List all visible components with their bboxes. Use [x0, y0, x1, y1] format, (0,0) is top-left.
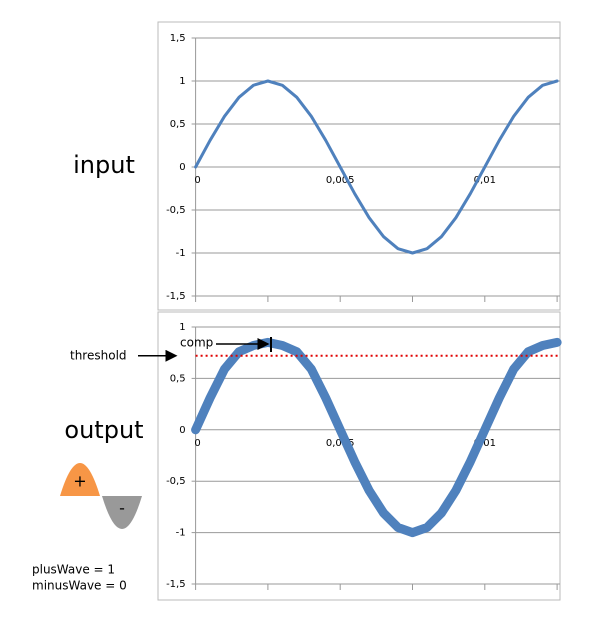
- y-tick-label: 0,5: [170, 373, 186, 384]
- x-tick-label: 0,005: [326, 175, 355, 186]
- data-line: [191, 337, 562, 538]
- minus-sign: -: [119, 499, 125, 518]
- comp-label: comp: [180, 336, 213, 350]
- y-tick-label: 1: [179, 322, 185, 333]
- x-tick-label: 0,01: [474, 175, 496, 186]
- y-tick-label: -0,5: [166, 476, 186, 487]
- y-tick-label: 0: [179, 162, 185, 173]
- minus-wave-text: minusWave = 0: [32, 579, 127, 593]
- output-frame: [157, 311, 561, 601]
- y-tick-label: -0,5: [166, 205, 186, 216]
- output-label: output: [64, 416, 143, 444]
- plus-sign: +: [73, 472, 86, 491]
- y-tick-label: -1: [176, 528, 186, 539]
- y-tick-label: 1,5: [170, 33, 186, 44]
- input-label: input: [73, 151, 135, 179]
- x-tick-label: 0: [194, 438, 200, 449]
- y-tick-label: -1,5: [166, 579, 186, 590]
- plus-wave-text: plusWave = 1: [32, 563, 115, 577]
- y-tick-label: 0: [179, 425, 185, 436]
- plus-wave-icon: [60, 463, 100, 496]
- y-tick-label: -1: [176, 248, 186, 259]
- x-tick-label: 0,01: [474, 438, 496, 449]
- y-tick-label: 1: [179, 76, 185, 87]
- data-line: [194, 79, 559, 255]
- minus-wave-icon: [102, 496, 142, 529]
- x-tick-label: 0,005: [326, 438, 355, 449]
- threshold-label: threshold: [70, 348, 127, 362]
- x-tick-label: 0: [194, 175, 200, 186]
- input-frame: [157, 21, 561, 311]
- y-tick-label: 0,5: [170, 119, 186, 130]
- y-tick-label: -1,5: [166, 291, 186, 302]
